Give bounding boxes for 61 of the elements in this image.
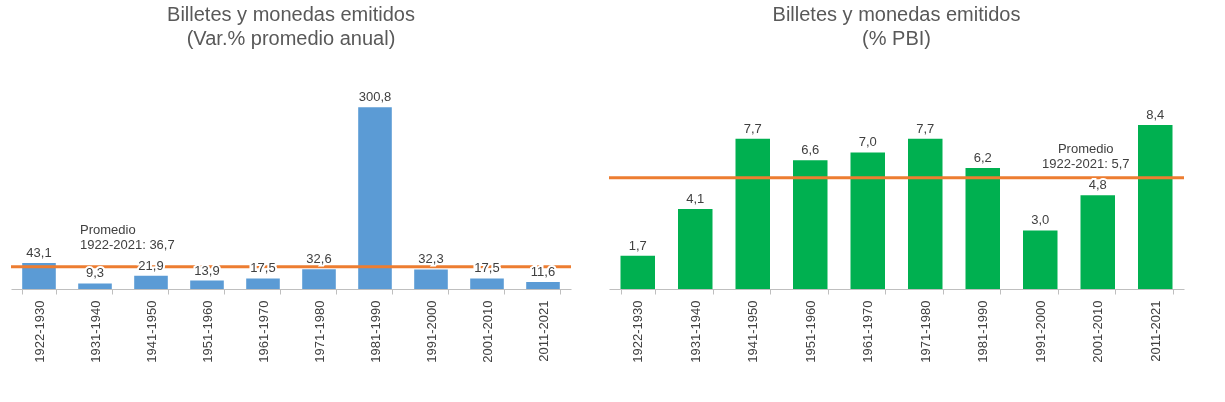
data-label: 7,7 [743, 120, 762, 136]
x-tick-label: 1981-1990 [975, 300, 991, 363]
bar [358, 107, 392, 289]
data-label: 7,0 [858, 134, 877, 150]
data-label: 8,4 [1146, 107, 1165, 123]
x-tick-label: 2011-2021 [1147, 300, 1163, 362]
bar [965, 168, 1000, 289]
x-tick-label: 2001-2010 [479, 300, 495, 363]
x-tick-label: 1971-1980 [311, 300, 327, 363]
x-tick-label: 1971-1980 [917, 300, 933, 363]
bar [302, 269, 336, 289]
data-label: 4,8 [1088, 177, 1107, 193]
chart-title: Billetes y monedas emitidos [167, 3, 415, 25]
x-tick-label: 1941-1950 [143, 300, 159, 363]
x-tick-label: 1991-2000 [423, 300, 439, 363]
bar [1080, 195, 1115, 289]
chart-subtitle: (Var.% promedio anual) [186, 27, 396, 49]
x-tick-label: 1931-1940 [87, 300, 103, 363]
bar [678, 208, 713, 289]
x-tick-label: 1961-1970 [860, 300, 876, 363]
x-tick-label: 2001-2010 [1090, 300, 1106, 363]
bar [470, 278, 504, 289]
bar [1138, 125, 1173, 289]
data-label: 32,3 [418, 251, 444, 267]
bar [793, 160, 828, 289]
x-tick-label: 2011-2021 [535, 300, 551, 362]
data-label: 1,7 [628, 237, 647, 253]
bar [620, 255, 655, 289]
bar [735, 138, 770, 289]
data-label: 11,6 [530, 263, 556, 279]
data-label: 6,2 [973, 150, 992, 165]
x-tick-label: 1991-2000 [1032, 300, 1048, 363]
x-tick-label: 1961-1970 [255, 300, 271, 363]
bar [78, 283, 112, 289]
data-label: 6,6 [801, 142, 820, 158]
data-label: 7,7 [916, 120, 935, 136]
x-tick-label: 1951-1960 [802, 300, 818, 363]
data-label: 43,1 [26, 244, 52, 260]
x-tick-label: 1922-1930 [630, 300, 646, 363]
data-label: 3,0 [1031, 212, 1050, 228]
bar [246, 278, 280, 289]
ref-line-label: Promedio 1922-2021: 36,7 [80, 221, 175, 252]
data-label: 9,3 [85, 265, 105, 281]
ref-line-label: Promedio 1922-2021: 5,7 [1042, 140, 1130, 171]
x-tick-label: 1931-1940 [687, 300, 703, 363]
bar [134, 275, 168, 289]
data-label: 32,6 [306, 251, 332, 267]
bar [850, 152, 885, 289]
x-tick-label: 1951-1960 [199, 300, 215, 363]
x-tick-label: 1981-1990 [367, 300, 383, 363]
bar [526, 281, 560, 289]
bar [414, 269, 448, 289]
chart-title: Billetes y monedas emitidos [772, 3, 1021, 25]
x-tick-label: 1941-1950 [745, 300, 761, 363]
bar [190, 280, 224, 289]
x-tick-label: 1922-1930 [31, 300, 47, 363]
data-label: 4,1 [686, 190, 705, 206]
bar [908, 138, 943, 289]
chart-subtitle: (% PBI) [862, 27, 931, 49]
data-label: 300,8 [358, 89, 392, 105]
bar [1023, 230, 1058, 289]
